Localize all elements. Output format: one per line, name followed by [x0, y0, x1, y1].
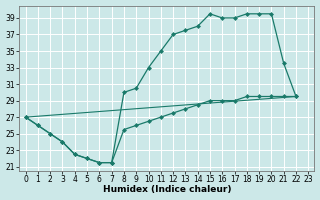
X-axis label: Humidex (Indice chaleur): Humidex (Indice chaleur)	[103, 185, 231, 194]
